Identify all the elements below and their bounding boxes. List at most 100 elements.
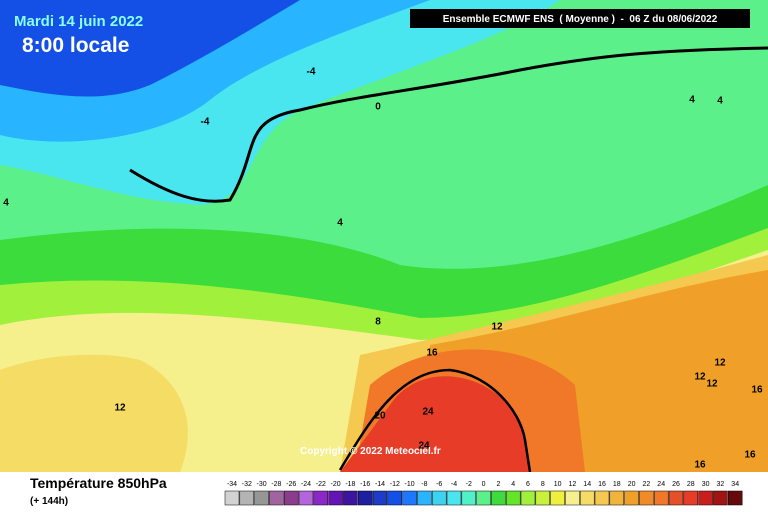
scale-swatch [639, 490, 654, 506]
scale-swatch [579, 490, 595, 506]
date: Mardi 14 juin 2022 [14, 13, 143, 30]
scale-swatch [520, 490, 536, 506]
scale-swatch [343, 490, 358, 506]
footer-title: Température 850hPa [30, 475, 167, 491]
scale-swatch [431, 490, 447, 506]
scale-label: 12 [569, 481, 577, 488]
contour-label: 4 [689, 95, 695, 106]
scale-swatch [609, 490, 625, 506]
scale-swatch [328, 490, 343, 506]
contour-label: 12 [114, 403, 126, 414]
time: 8:00 locale [22, 34, 129, 57]
scale-swatch [668, 490, 684, 506]
scale-label: 34 [731, 481, 739, 488]
scale-swatch [387, 490, 403, 506]
scale-label: -8 [421, 481, 427, 488]
contour-label: 24 [422, 407, 434, 418]
contour-label: 0 [375, 102, 381, 113]
scale-label: -18 [345, 481, 355, 488]
scale-swatch [224, 490, 240, 506]
contour-label: -4 [307, 67, 316, 78]
scale-label: 14 [583, 481, 591, 488]
zero-isotherm [129, 46, 768, 203]
warm-band [340, 376, 530, 472]
scale-swatch [269, 490, 284, 506]
contour-label: -4 [201, 117, 210, 128]
copyright: Copyright © 2022 Meteociel.fr [300, 446, 441, 457]
scale-label: -2 [466, 481, 472, 488]
scale-label: 4 [511, 481, 515, 488]
scale-swatch [357, 490, 373, 506]
scale-swatch [624, 490, 639, 506]
scale-label: 0 [482, 481, 486, 488]
scale-swatch [550, 490, 565, 506]
scale-swatch [476, 490, 491, 506]
scale-label: 18 [613, 481, 621, 488]
contour-label: 12 [714, 358, 726, 369]
warm-band [0, 354, 188, 472]
scale-swatch [727, 490, 743, 506]
scale-label: -16 [360, 481, 370, 488]
scale-label: -22 [316, 481, 326, 488]
scale-label: 28 [687, 481, 695, 488]
contour-label: 4 [717, 96, 723, 107]
run-box [410, 9, 750, 28]
footer-subtitle: (+ 144h) [30, 496, 68, 507]
scale-label: 8 [541, 481, 545, 488]
contour-label: 12 [694, 372, 706, 383]
scale-label: -10 [405, 481, 415, 488]
scale-swatch [254, 490, 269, 506]
scale-label: -14 [375, 481, 385, 488]
scale-label: -28 [271, 481, 281, 488]
scale-swatch [239, 490, 255, 506]
isotherm [338, 368, 532, 473]
contour-label: 16 [426, 348, 438, 359]
scale-label: 26 [672, 481, 680, 488]
scale-swatch [491, 490, 506, 506]
contour-label: 4 [3, 198, 9, 209]
scale-swatch [283, 490, 299, 506]
contour-label: 4 [337, 218, 343, 229]
contour-label: 16 [744, 450, 756, 461]
scale-label: 6 [526, 481, 530, 488]
scale-swatch [372, 490, 388, 506]
scale-label: -4 [451, 481, 457, 488]
contour-label: 16 [694, 460, 706, 471]
scale-label: 16 [598, 481, 606, 488]
contour-label: 16 [751, 385, 763, 396]
scale-label: 32 [717, 481, 725, 488]
contour-label: 20 [374, 411, 386, 422]
run-info: Ensemble ECMWF ENS ( Moyenne ) - 06 Z du… [443, 14, 718, 25]
contour-label: 24 [418, 441, 430, 452]
scale-swatch [653, 490, 669, 506]
scale-label: -24 [301, 481, 311, 488]
scale-swatch [461, 490, 477, 506]
scale-swatch [446, 490, 462, 506]
scale-swatch [683, 490, 699, 506]
scale-swatch [505, 490, 521, 506]
scale-label: 24 [657, 481, 665, 488]
scale-label: -30 [257, 481, 267, 488]
scale-swatch [713, 490, 728, 506]
scale-label: -12 [390, 481, 400, 488]
cold-band [0, 0, 300, 97]
scale-label: 2 [496, 481, 500, 488]
contour-label: 8 [375, 317, 381, 328]
scale-swatch [535, 490, 551, 506]
color-scale: -34 -32 -30 -28 -26 -24 -22 -20 -18 -16 -14 -12 -10-… [224, 481, 743, 506]
scale-label: -32 [242, 481, 252, 488]
scale-swatch [298, 490, 314, 506]
scale-swatch [313, 490, 329, 506]
contour-label: 12 [706, 379, 718, 390]
contour-label: 12 [491, 322, 503, 333]
scale-swatch [594, 490, 610, 506]
scale-label: -6 [436, 481, 442, 488]
scale-label: 30 [702, 481, 710, 488]
scale-label: -20 [331, 481, 341, 488]
scale-swatch [698, 490, 713, 506]
scale-swatch [417, 490, 432, 506]
scale-label: -26 [286, 481, 296, 488]
scale-label: -34 [227, 481, 237, 488]
